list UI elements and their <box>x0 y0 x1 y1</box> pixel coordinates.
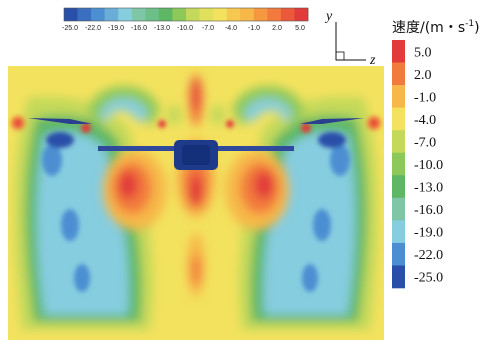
right-blade-tip <box>300 118 364 124</box>
legend-swatch <box>392 85 405 108</box>
top-bar-frame <box>63 7 309 22</box>
top-bar-label: -16.0 <box>131 25 147 32</box>
top-bar-swatch <box>213 8 227 21</box>
top-bar-label: -22.0 <box>85 25 101 32</box>
top-colorbar: -25.0 -22.0 -19.0 -16.0 -13.0 -10.0 -7.0 -4.0 -1… <box>62 7 309 32</box>
legend-swatch <box>392 265 405 289</box>
top-bar-swatch <box>186 8 200 21</box>
legend-title-end: ) <box>474 20 479 36</box>
legend-label: -7.0 <box>414 135 436 150</box>
z-axis-label: z <box>369 53 376 68</box>
top-bar-swatch <box>172 8 187 21</box>
top-bar-label: -4.0 <box>225 25 237 32</box>
axis-triad: y z <box>324 9 376 68</box>
top-bar-swatch <box>131 8 146 21</box>
legend-title: 速度/(m・s-1) <box>392 19 480 36</box>
top-bar-label: -13.0 <box>154 25 170 32</box>
top-bar-swatch <box>145 8 160 21</box>
top-bar-swatch <box>226 8 241 21</box>
legend-swatch <box>392 40 405 63</box>
legend-swatch <box>392 152 405 176</box>
legend-label: -1.0 <box>414 90 436 105</box>
left-blade-tip <box>28 118 92 124</box>
legend-labels: 5.0 2.0 -1.0 -4.0 -7.0 -10.0 -13.0 -16.0 -19.0 -2… <box>414 45 443 285</box>
legend-label: -25.0 <box>414 271 443 286</box>
top-bar-label: -25.0 <box>62 25 78 32</box>
top-bar-swatch <box>64 8 78 21</box>
right-legend: 速度/(m・s-1) 5.0 2.0 -1.0 -4.0 -7.0 -10.0 -13.0 -… <box>392 19 480 289</box>
legend-title-sup: -1 <box>465 19 474 29</box>
top-bar-swatch <box>91 8 105 21</box>
top-bar-swatch <box>294 8 309 21</box>
legend-label: 2.0 <box>414 68 432 83</box>
top-bar-label: -7.0 <box>202 25 214 32</box>
top-bar-label: 5.0 <box>295 25 305 32</box>
low-speed-regions <box>42 132 350 292</box>
legend-label: -16.0 <box>414 203 443 218</box>
legend-swatch <box>392 175 405 199</box>
legend-swatch <box>392 62 405 86</box>
legend-label: -13.0 <box>414 181 443 196</box>
top-bar-label: -1.0 <box>248 25 260 32</box>
rotor-geometry <box>28 118 364 170</box>
legend-swatch <box>392 220 405 244</box>
contour-plot <box>8 66 384 340</box>
legend-swatch <box>392 242 405 266</box>
top-bar-label: -19.0 <box>108 25 124 32</box>
y-axis-label: y <box>324 9 333 24</box>
legend-swatch <box>392 197 405 221</box>
top-bar-swatch <box>199 8 214 21</box>
legend-label: -19.0 <box>414 226 443 241</box>
top-bar-swatch <box>104 8 119 21</box>
top-bar-swatch <box>240 8 255 21</box>
legend-label: -10.0 <box>414 158 443 173</box>
legend-label: 5.0 <box>414 45 432 60</box>
top-bar-swatch <box>77 8 92 21</box>
legend-swatches <box>392 40 405 289</box>
legend-swatch <box>392 130 405 154</box>
top-bar-swatch <box>118 8 133 21</box>
top-bar-swatch <box>267 8 282 21</box>
top-bar-label: -10.0 <box>177 25 193 32</box>
top-bar-swatch <box>280 8 295 21</box>
top-bar-swatch <box>158 8 173 21</box>
edge-spots <box>11 116 381 133</box>
legend-label: -4.0 <box>414 113 436 128</box>
legend-title-main: 速度/(m・s <box>392 20 465 36</box>
legend-label: -22.0 <box>414 248 443 263</box>
top-bar-swatch <box>253 8 268 21</box>
top-bar-label: 2.0 <box>272 25 282 32</box>
legend-swatch <box>392 107 405 131</box>
